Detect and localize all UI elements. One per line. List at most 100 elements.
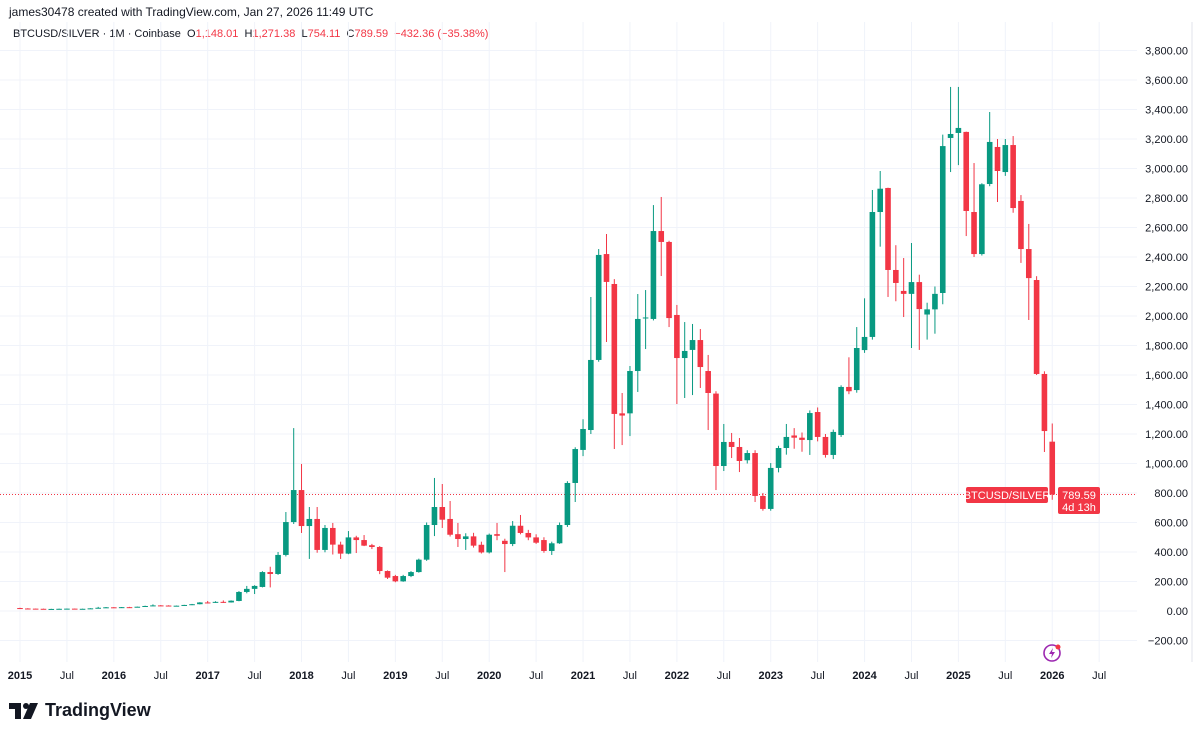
candle [846,357,852,395]
candle [40,608,47,610]
candle-body [267,572,274,574]
candle [580,419,586,457]
candle-body [548,543,555,551]
candle [947,86,954,173]
candle [369,543,375,550]
candle-body [197,602,203,605]
candle [470,532,477,548]
candle-body [517,525,524,533]
y-tick-label: 1,600.00 [1145,370,1188,382]
x-tick-label: Jul [248,670,262,682]
candle [275,552,281,575]
candle [48,608,55,610]
candle-body [376,546,383,572]
candle [1010,136,1016,213]
x-tick-label: 2022 [665,670,689,682]
candle [447,500,453,537]
candle [595,249,602,362]
candle [431,477,438,537]
candle [95,606,101,609]
candle-body [204,602,211,604]
y-tick-label: 200.00 [1154,577,1188,589]
candle [728,432,735,459]
candle [173,605,180,607]
candle-body [87,608,94,610]
candle [298,463,305,533]
candle [71,608,78,610]
candle-body [674,314,680,359]
y-tick-label: 3,800.00 [1145,46,1188,58]
candle [337,541,344,559]
x-tick-label: 2015 [8,670,32,682]
close-value: 789.59 [354,28,389,40]
candle [142,605,148,607]
candle-body [1025,249,1032,279]
candle [126,606,133,609]
candle [306,507,313,559]
candle-body [760,495,766,509]
candle-body [721,441,727,467]
time-axis[interactable]: 2015 Jul 2016 Jul 2017 Jul 2018 Jul 2019 Jul 2020 J… [8,670,1106,682]
candle [134,606,141,608]
candle [1049,423,1056,500]
candle [1033,276,1040,375]
candle-body [932,293,938,310]
candle [517,514,524,535]
candle-body [25,608,31,610]
price-label-value: 789.59 [1062,490,1096,502]
candle [533,534,539,544]
candle-body [814,412,821,437]
candle-body [408,572,414,577]
candles [17,86,1056,610]
candle-body [799,437,805,440]
y-tick-label: 2,000.00 [1145,311,1188,323]
candle-body [56,608,62,610]
candle-body [48,608,55,610]
candle [416,558,422,573]
price-axis[interactable]: −200.00 0.00 200.00 400.00 600.00 800.00 1,000… [1145,46,1188,648]
candle [32,608,39,610]
candle [775,445,782,473]
x-tick-label: Jul [60,670,74,682]
symbol-info[interactable]: BTCUSD/SILVER · 1M · Coinbase [13,28,181,40]
candle-body [939,146,946,293]
candle [259,571,266,588]
candle [603,233,610,342]
candle-body [713,393,719,467]
y-tick-label: −200.00 [1148,636,1188,648]
candle-body [126,607,133,609]
tradingview-logo[interactable]: TradingView [9,700,151,721]
candle-body [1033,280,1040,374]
candle-body [1041,373,1048,432]
candle-body [752,453,758,496]
candle-body [853,348,860,391]
candle [541,537,547,553]
high-label: H [244,28,253,40]
y-tick-label: 1,400.00 [1145,400,1188,412]
candle-body [17,608,23,610]
candle [963,131,970,237]
candle [353,535,360,554]
candle [979,183,985,256]
candle-body [791,435,797,438]
candle [439,484,446,528]
candle-body [220,601,227,603]
candle-body [431,507,438,526]
candle [267,566,274,588]
candle-body [705,371,711,393]
candle-body [134,606,141,608]
candle-body [392,576,399,582]
candle-body [603,254,610,282]
candle [376,546,383,575]
candle-body [384,571,391,578]
candle [799,432,805,452]
candle [486,533,492,554]
symbol-legend: BTCUSD/SILVER · 1M · Coinbase O1,148.01 … [13,28,488,40]
candle-body [533,537,539,543]
candle [314,507,320,553]
candle [181,604,188,606]
candle [118,607,125,609]
candle-body [103,607,109,609]
lightning-icon[interactable] [1043,644,1061,662]
